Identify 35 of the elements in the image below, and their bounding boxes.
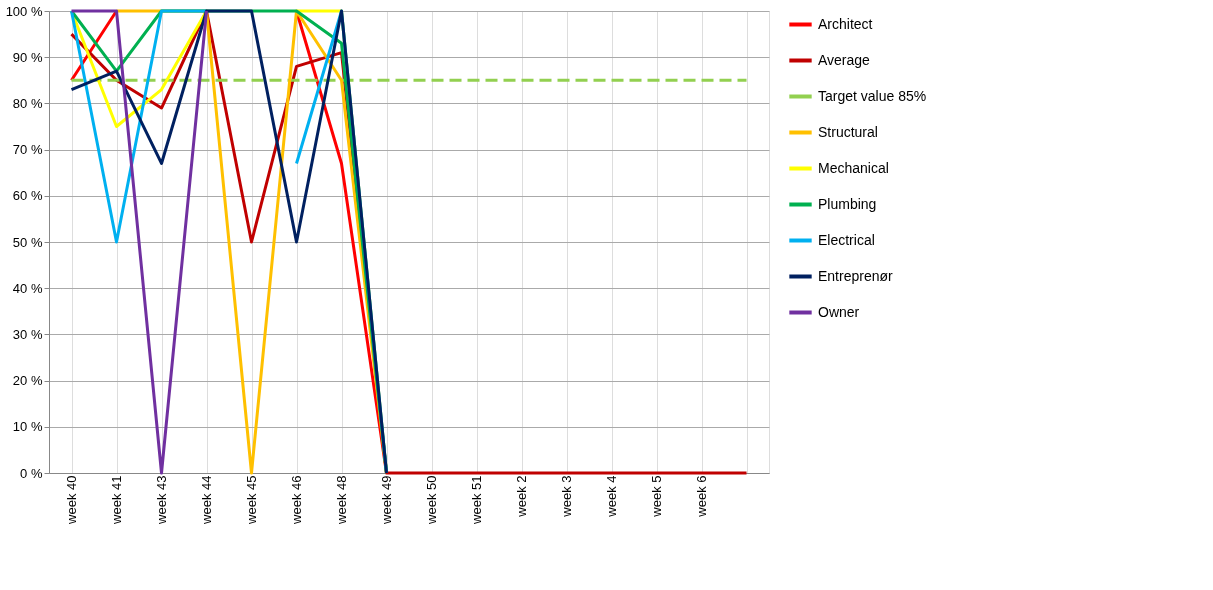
y-tick-label: 100 %	[5, 3, 43, 19]
legend-label: Mechanical	[818, 159, 889, 176]
legend-label: Target value 85%	[818, 87, 927, 104]
legend-label: Structural	[818, 123, 878, 140]
x-tick-label: week 41	[109, 475, 124, 525]
legend-label: Owner	[818, 303, 860, 320]
x-tick-label: week 43	[154, 475, 169, 525]
y-tick-label: 70 %	[12, 142, 43, 158]
x-tick-label: week 49	[379, 475, 394, 525]
y-tick-label: 90 %	[12, 49, 43, 65]
x-tick-label: week 44	[199, 475, 214, 525]
x-tick-label: week 2	[514, 475, 529, 518]
y-tick-label: 20 %	[12, 373, 43, 389]
x-tick-label: week 40	[64, 475, 79, 525]
x-tick-label: week 51	[469, 475, 484, 525]
legend-label: Entreprenør	[818, 267, 894, 284]
legend-label: Architect	[818, 15, 873, 32]
legend-label: Electrical	[818, 231, 875, 248]
y-tick-label: 0 %	[20, 465, 43, 481]
y-tick-label: 40 %	[12, 280, 43, 296]
x-tick-label: week 6	[694, 475, 709, 518]
y-tick-label: 60 %	[12, 188, 43, 204]
x-tick-label: week 48	[334, 475, 349, 525]
y-tick-label: 30 %	[12, 326, 43, 342]
y-tick-label: 50 %	[12, 234, 43, 250]
x-tick-label: week 46	[289, 475, 304, 525]
legend-label: Average	[818, 51, 871, 68]
x-tick-label: week 3	[559, 475, 574, 518]
x-tick-label: week 45	[244, 475, 259, 525]
y-tick-label: 10 %	[12, 419, 43, 435]
y-tick-label: 80 %	[12, 95, 43, 111]
x-tick-label: week 5	[649, 475, 664, 518]
x-tick-label: week 50	[424, 475, 439, 525]
legend-label: Plumbing	[818, 195, 877, 212]
x-tick-label: week 4	[604, 475, 619, 518]
